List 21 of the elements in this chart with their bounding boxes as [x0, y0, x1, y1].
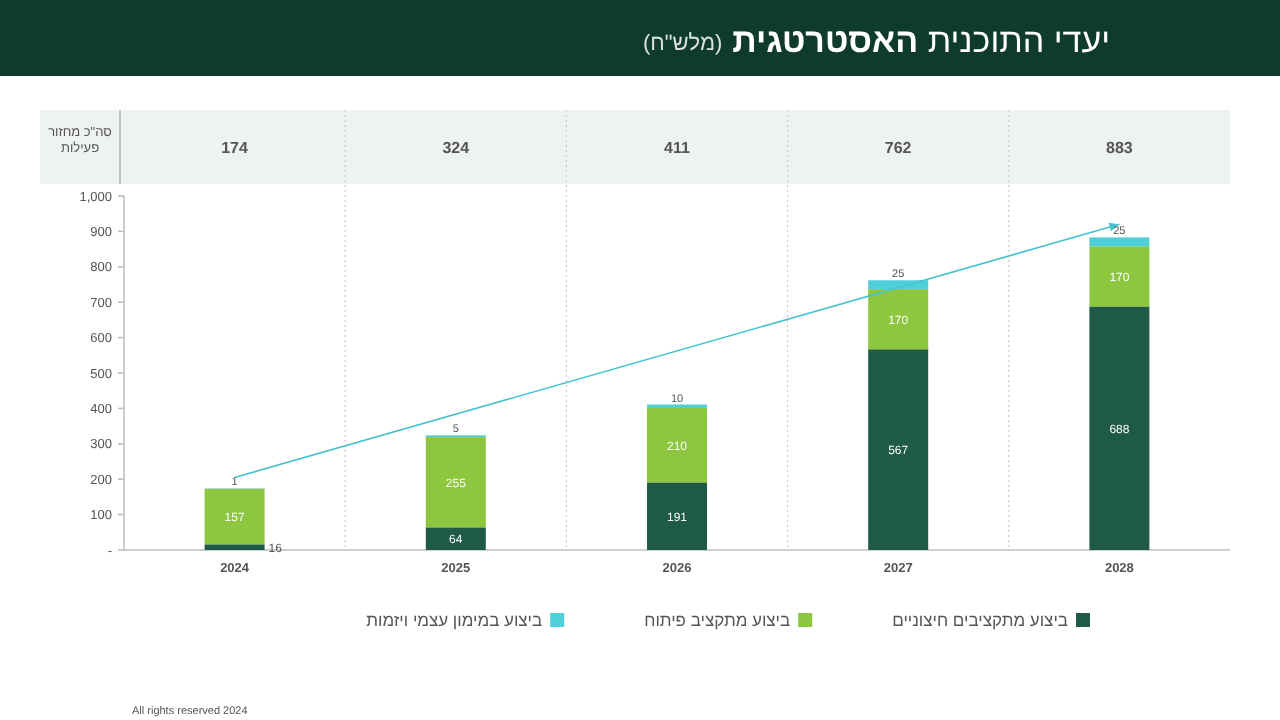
bar — [425, 527, 486, 550]
text: 411 — [664, 139, 692, 157]
bar — [868, 289, 929, 350]
bar — [647, 408, 707, 483]
bar — [1089, 306, 1150, 550]
chart-title: יעדי התוכנית האסטרטגית — [732, 22, 1110, 60]
text: 174 — [221, 139, 250, 157]
legend-label: ביצוע מתקציב פיתוח — [644, 610, 791, 630]
bar — [868, 280, 929, 290]
bar — [425, 437, 486, 528]
legend-label: ביצוע מתקציבים חיצוניים — [892, 610, 1068, 630]
chart-subtitle: (מלש"ח) — [643, 32, 723, 56]
bar — [204, 544, 265, 550]
bar — [647, 482, 707, 550]
text: 883 — [1106, 139, 1134, 157]
text: 762 — [884, 139, 913, 157]
text: 324 — [442, 139, 471, 157]
legend-label: ביצוע במימון עצמי ויזמות — [366, 610, 543, 630]
bar — [1089, 246, 1150, 307]
bar — [868, 349, 929, 550]
bar — [204, 488, 265, 545]
